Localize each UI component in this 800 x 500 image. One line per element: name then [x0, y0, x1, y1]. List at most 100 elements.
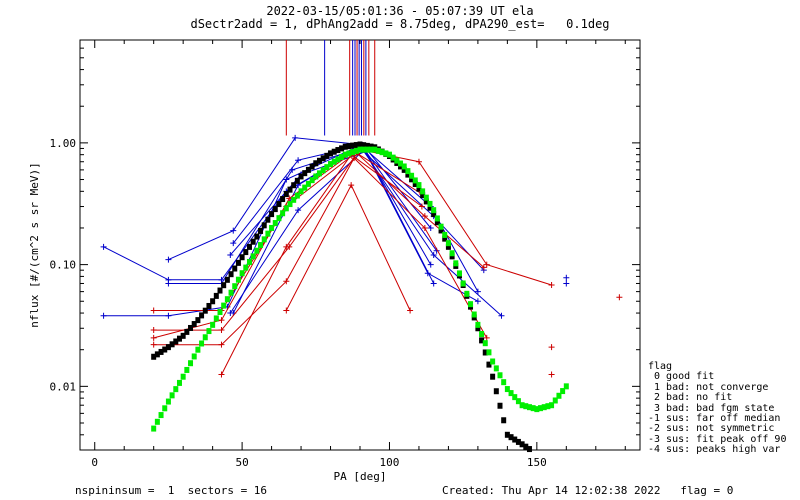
data-point-marker: [415, 158, 422, 165]
data-point-marker: [563, 280, 570, 287]
fit-curve-dot: [350, 149, 356, 156]
vertical-lines: [285, 40, 376, 136]
series-line: [221, 153, 423, 375]
data-point-marker: [348, 182, 355, 189]
data-point-marker: [165, 256, 172, 263]
fit-curve-dot: [246, 258, 252, 265]
fit-curve-dot: [482, 340, 488, 347]
data-point-marker: [230, 240, 237, 247]
data-point-marker: [100, 243, 107, 250]
fit-curve-dot: [512, 436, 518, 443]
fit-curve-dot: [386, 151, 392, 158]
fit-curve-dot: [479, 337, 485, 344]
fit-curve-dot: [239, 254, 245, 261]
data-point-marker: [480, 264, 487, 271]
fit-curve-dot: [412, 177, 418, 184]
fit-curve-dot: [272, 220, 278, 227]
fit-curve-dot: [442, 231, 448, 238]
fit-curve-dot: [176, 335, 182, 342]
legend-item: 2 bad: no fit: [648, 392, 733, 404]
fit-curve-dot: [283, 191, 289, 198]
fit-curve-dot: [188, 360, 194, 367]
fit-curve-dot: [280, 196, 286, 203]
fit-curve-dot: [258, 227, 264, 234]
fit-curve-dot: [530, 405, 536, 412]
fit-curve-dot: [202, 334, 208, 341]
data-point-marker: [100, 312, 107, 319]
fit-curve-dot: [401, 166, 407, 173]
fit-curve-dot: [320, 167, 326, 174]
fit-curve-dot: [445, 243, 451, 250]
fit-curve-dot: [497, 402, 503, 409]
data-point-marker: [218, 341, 225, 348]
fit-curve-dot: [210, 298, 216, 305]
fit-curves: [151, 141, 569, 453]
fit-curve-dot: [176, 379, 182, 386]
fit-curve-dot: [276, 201, 282, 208]
fit-curve-dot: [154, 351, 160, 358]
fit-curve-dot: [213, 315, 219, 322]
fit-curve-dot: [475, 321, 481, 328]
series-line: [168, 146, 432, 284]
fit-curve-dot: [416, 185, 422, 192]
fit-curve-dot: [254, 247, 260, 254]
footer-info-right: Created: Thu Apr 14 12:02:38 2022 flag =…: [442, 484, 734, 497]
fit-curve-dot: [151, 425, 157, 432]
chart-title-line1: 2022-03-15/05:01:36 - 05:07:39 UT ela: [266, 4, 534, 18]
fit-curve-dot: [210, 321, 216, 328]
fit-curve-dot: [180, 373, 186, 380]
fit-curve-dot: [486, 349, 492, 356]
fit-curve-dot: [449, 250, 455, 257]
fit-curve-dot: [169, 341, 175, 348]
series-line: [153, 157, 488, 346]
fit-curve-dot: [265, 216, 271, 223]
fit-curve-dot: [534, 406, 540, 413]
fit-curve-dot: [342, 151, 348, 158]
fit-curve-dot: [158, 412, 164, 419]
fit-curve-dot: [302, 184, 308, 191]
fit-curve-dot: [254, 233, 260, 240]
fit-curve-dot: [328, 161, 334, 168]
fit-curve-dot: [316, 170, 322, 177]
data-point-marker: [407, 307, 414, 314]
fit-curve-dot: [456, 270, 462, 277]
fit-curve-dot: [291, 196, 297, 203]
data-point-marker: [218, 371, 225, 378]
fit-curve-dot: [357, 146, 363, 153]
fit-curve-dot: [504, 386, 510, 393]
fit-curve-dot: [195, 346, 201, 353]
fit-curve-dot: [556, 392, 562, 399]
fit-curve-dot: [235, 259, 241, 266]
fit-curve-dot: [162, 346, 168, 353]
fit-curve-dot: [468, 301, 474, 308]
fit-curve-dot: [165, 398, 171, 405]
fit-curve-dot: [416, 182, 422, 189]
data-point-marker: [150, 334, 157, 341]
fit-curve-dot: [519, 402, 525, 409]
legend-item: -2 sus: not symmetric: [648, 423, 775, 435]
fit-curve-dot: [504, 431, 510, 438]
legend-item: -3 sus: fit peak off 90: [648, 433, 787, 445]
fit-curve-dot: [512, 394, 518, 401]
series-line: [153, 149, 552, 311]
fit-curve-dot: [246, 243, 252, 250]
fit-curve-dot: [541, 404, 547, 411]
fit-curve-dot: [320, 155, 326, 162]
fit-curve-dot: [235, 276, 241, 283]
data-point-marker: [421, 213, 428, 220]
fit-curve-dot: [464, 290, 470, 297]
fit-curve-dot: [206, 302, 212, 309]
fit-curve-dot: [390, 154, 396, 161]
data-point-marker: [283, 278, 290, 285]
fit-curve-dot: [423, 194, 429, 201]
fit-curve-dot: [482, 349, 488, 356]
footer-info-left: nspininsum = 1 sectors = 16: [75, 484, 268, 497]
fit-curve-dot: [526, 404, 532, 411]
fit-curve-dot: [372, 146, 378, 153]
legend-title: flag: [648, 361, 673, 372]
fit-curve-dot: [409, 172, 415, 179]
x-tick-label: 100: [380, 456, 400, 469]
fit-curve-dot: [368, 143, 374, 150]
fit-curve-dot: [490, 373, 496, 380]
fit-curve-dot: [515, 398, 521, 405]
